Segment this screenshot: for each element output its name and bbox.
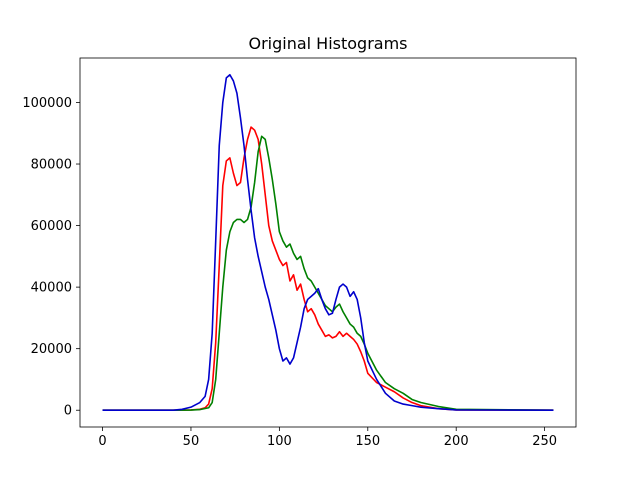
plot-frame: [79, 57, 577, 428]
y-tick-label: 20000: [31, 342, 72, 357]
y-tick-label: 40000: [31, 281, 72, 296]
chart-title: Original Histograms: [248, 34, 407, 53]
x-tick-label: 250: [532, 434, 557, 449]
series-line-0: [102, 126, 554, 412]
axes-layer: 0 50 100 150 200 250 0 20000 40000 60000 80000 1000…: [22, 57, 577, 449]
x-tick-label: 100: [267, 434, 292, 449]
series-line-2: [102, 73, 554, 412]
y-tick-label: 60000: [31, 219, 72, 234]
y-tick-label: 0: [64, 404, 72, 419]
y-tick-label: 80000: [31, 158, 72, 173]
y-tick-label: 100000: [22, 96, 72, 111]
series-layer: [102, 73, 554, 412]
series-line-1: [102, 135, 554, 412]
x-tick-label: 50: [183, 434, 200, 449]
x-tick-label: 200: [444, 434, 469, 449]
x-tick-label: 0: [98, 434, 106, 449]
x-tick-label: 150: [355, 434, 380, 449]
